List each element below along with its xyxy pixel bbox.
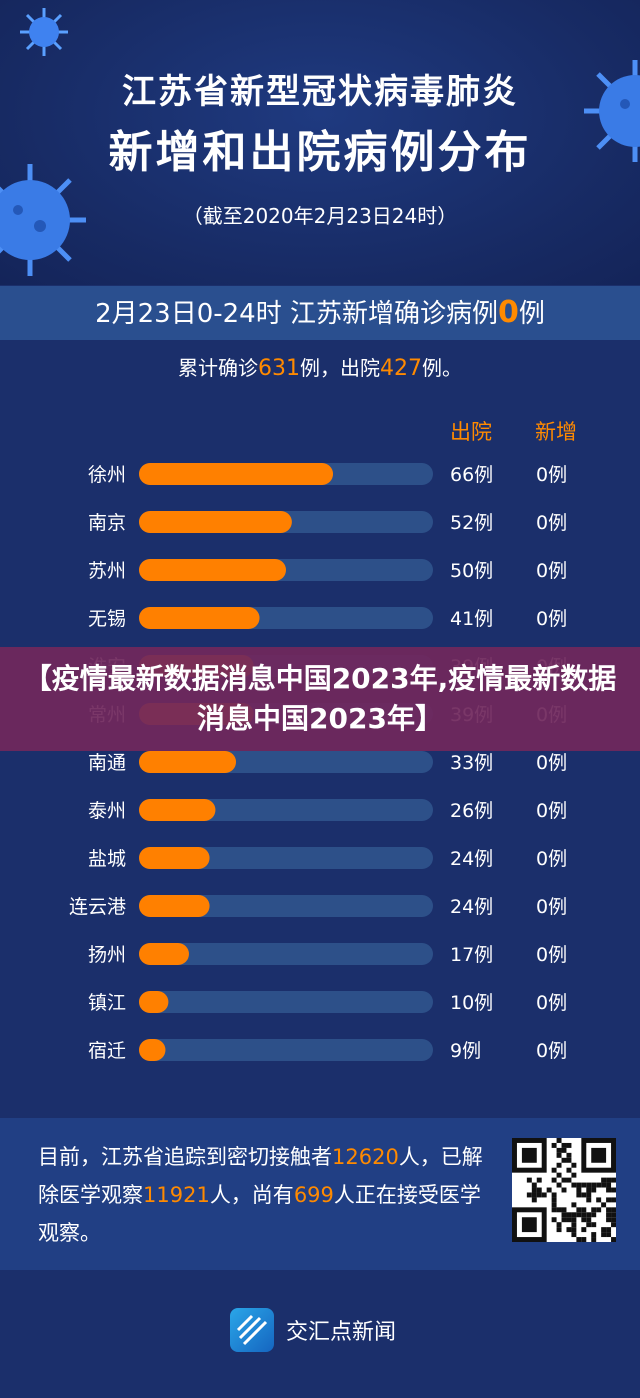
contacts-count: 12620 bbox=[332, 1145, 399, 1169]
new-value-label: 0例 bbox=[536, 848, 567, 870]
discharged-bar bbox=[139, 751, 237, 773]
date-subtitle: （截至2020年2月23日24时） bbox=[182, 204, 458, 228]
discharged-value-label: 26例 bbox=[450, 800, 493, 822]
info-p1: 目前，江苏省追踪到密切接触者 bbox=[38, 1145, 332, 1169]
discharged-bar bbox=[139, 991, 169, 1013]
virus-icon bbox=[584, 60, 640, 162]
info-p4: 人正在接受医学观察。 bbox=[38, 1183, 481, 1245]
info-p2: 人，已解除医学观察 bbox=[38, 1145, 483, 1207]
contact-tracing-info: 目前，江苏省追踪到密切接触者12620人，已解除医学观察11921人，尚有699… bbox=[0, 1118, 640, 1270]
overlay-text: 【疫情最新数据消息中国2023年,疫情最新数据消息中国2023年】 bbox=[23, 662, 617, 735]
discharged-value-label: 17例 bbox=[450, 944, 493, 966]
new-value-label: 0例 bbox=[536, 464, 567, 486]
info-text: 目前，江苏省追踪到密切接触者12620人，已解除医学观察11921人，尚有699… bbox=[38, 1138, 498, 1252]
discharged-bar bbox=[139, 607, 260, 629]
cumulative-summary: 累计确诊631例，出院427例。 bbox=[0, 352, 640, 381]
category-label: 盐城 bbox=[88, 848, 126, 870]
bar-track bbox=[139, 1039, 433, 1061]
released-count: 11921 bbox=[143, 1183, 210, 1207]
footer: 交汇点新闻 bbox=[0, 1270, 640, 1398]
qr-code[interactable] bbox=[512, 1138, 616, 1242]
chart-svg: 徐州66例0例南京52例0例苏州50例0例无锡41例0例淮安39例0例常州39例… bbox=[69, 463, 567, 1062]
discharged-value-label: 9例 bbox=[450, 1040, 481, 1062]
discharged-bar bbox=[139, 895, 210, 917]
virus-icon bbox=[0, 164, 86, 276]
summary-p2: 例，出院 bbox=[300, 356, 380, 380]
discharged-value-label: 24例 bbox=[450, 848, 493, 870]
new-value-label: 0例 bbox=[536, 800, 567, 822]
category-label: 无锡 bbox=[88, 608, 126, 630]
discharged-value-label: 41例 bbox=[450, 608, 493, 630]
bar-track bbox=[139, 991, 433, 1013]
brand-name: 交汇点新闻 bbox=[286, 1320, 397, 1345]
discharged-value-label: 50例 bbox=[450, 560, 493, 582]
category-label: 泰州 bbox=[88, 800, 126, 822]
discharged-value-label: 52例 bbox=[450, 512, 493, 534]
banner-text: 2月23日0-24时 江苏新增确诊病例0例 bbox=[0, 286, 640, 340]
discharged-bar bbox=[139, 847, 210, 869]
summary-p1: 累计确诊 bbox=[178, 356, 258, 380]
category-label: 南通 bbox=[88, 752, 126, 774]
banner-prefix: 2月23日0-24时 江苏新增确诊病例 bbox=[95, 299, 498, 329]
new-value-label: 0例 bbox=[536, 560, 567, 582]
banner-suffix: 例 bbox=[518, 299, 545, 329]
category-label: 扬州 bbox=[88, 944, 126, 966]
discharged-value-label: 10例 bbox=[450, 992, 493, 1014]
headline-overlay: 【疫情最新数据消息中国2023年,疫情最新数据消息中国2023年】 bbox=[0, 647, 640, 751]
title-line-2: 新增和出院病例分布 bbox=[108, 127, 532, 178]
column-header-discharged: 出院 bbox=[450, 420, 492, 444]
bar-track bbox=[139, 943, 433, 965]
discharged-bar bbox=[139, 559, 286, 581]
info-p3: 人，尚有 bbox=[209, 1183, 294, 1207]
discharged-value-label: 33例 bbox=[450, 752, 493, 774]
discharged-value-label: 66例 bbox=[450, 464, 493, 486]
new-value-label: 0例 bbox=[536, 896, 567, 918]
discharge-bar-chart: 徐州66例0例南京52例0例苏州50例0例无锡41例0例淮安39例0例常州39例… bbox=[0, 450, 640, 1070]
discharged-value-label: 24例 bbox=[450, 896, 493, 918]
confirmed-count: 631 bbox=[258, 356, 300, 381]
brand-logo-icon bbox=[230, 1308, 274, 1352]
bar-track bbox=[139, 895, 433, 917]
virus-icon bbox=[20, 8, 68, 56]
header: 江苏省新型冠状病毒肺炎 新增和出院病例分布 （截至2020年2月23日24时） bbox=[0, 0, 640, 285]
new-value-label: 0例 bbox=[536, 944, 567, 966]
new-value-label: 0例 bbox=[536, 992, 567, 1014]
discharged-bar bbox=[139, 943, 189, 965]
new-value-label: 0例 bbox=[536, 1040, 567, 1062]
discharged-bar bbox=[139, 1039, 166, 1061]
category-label: 南京 bbox=[88, 512, 126, 534]
category-label: 徐州 bbox=[88, 464, 126, 486]
column-header-new: 新增 bbox=[535, 420, 577, 444]
title-line-1: 江苏省新型冠状病毒肺炎 bbox=[122, 72, 518, 112]
daily-banner: 2月23日0-24时 江苏新增确诊病例0例 bbox=[0, 286, 640, 340]
new-value-label: 0例 bbox=[536, 512, 567, 534]
discharged-count: 427 bbox=[380, 356, 422, 381]
new-case-count: 0 bbox=[498, 295, 519, 330]
discharged-bar bbox=[139, 463, 334, 485]
summary-p3: 例。 bbox=[422, 356, 462, 380]
discharged-bar bbox=[139, 511, 292, 533]
category-label: 镇江 bbox=[88, 992, 126, 1014]
bar-track bbox=[139, 847, 433, 869]
category-label: 苏州 bbox=[88, 560, 126, 582]
remaining-count: 699 bbox=[293, 1183, 334, 1207]
category-label: 宿迁 bbox=[88, 1040, 126, 1062]
category-label: 连云港 bbox=[69, 896, 126, 918]
new-value-label: 0例 bbox=[536, 752, 567, 774]
new-value-label: 0例 bbox=[536, 608, 567, 630]
qr-code-pattern bbox=[512, 1138, 616, 1242]
discharged-bar bbox=[139, 799, 216, 821]
